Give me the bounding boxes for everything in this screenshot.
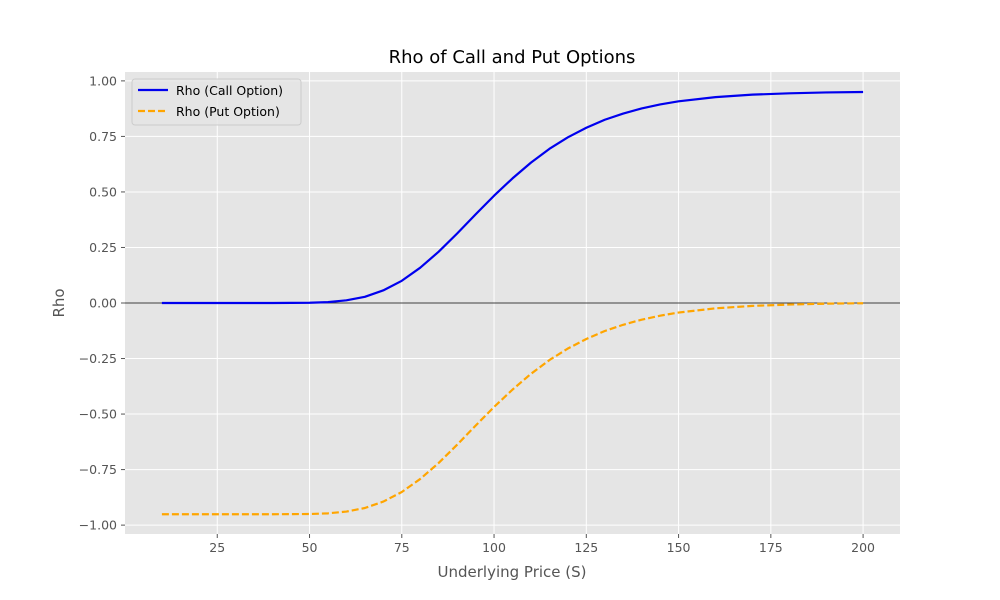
y-axis-ticks: −1.00 −0.75 −0.50 −0.25 0.00 0.25 0.50 0.75 1.00	[79, 73, 125, 533]
call-rho-line	[161, 90, 864, 305]
x-tick-label: 175	[759, 540, 783, 555]
x-axis-label: Underlying Price (S)	[438, 563, 587, 581]
y-tick-label: −0.50	[79, 407, 117, 422]
x-tick-label: 200	[851, 540, 875, 555]
x-tick-label: 75	[394, 540, 410, 555]
y-tick-label: 0.00	[89, 296, 117, 311]
chart-title: Rho of Call and Put Options	[389, 47, 636, 68]
grid-lines	[125, 72, 900, 534]
x-tick-label: 100	[482, 540, 506, 555]
x-axis-ticks: 25 50 75 100 125 150 175 200	[209, 534, 875, 555]
legend-box	[131, 78, 302, 126]
y-tick-label: 0.50	[89, 184, 117, 199]
legend-call-label: Rho (Call Option)	[176, 83, 283, 98]
put-rho-line	[161, 302, 864, 516]
y-tick-label: 1.00	[89, 73, 117, 88]
legend: Rho (Call Option) Rho (Put Option)	[131, 78, 302, 126]
y-tick-label: −0.75	[79, 462, 117, 477]
series-layer	[161, 90, 864, 516]
x-tick-label: 150	[667, 540, 691, 555]
x-tick-label: 25	[209, 540, 225, 555]
y-tick-label: 0.75	[89, 129, 117, 144]
y-tick-label: 0.25	[89, 240, 117, 255]
x-tick-label: 50	[302, 540, 318, 555]
y-tick-label: −0.25	[79, 351, 117, 366]
legend-put-label: Rho (Put Option)	[176, 104, 280, 119]
x-tick-label: 125	[574, 540, 598, 555]
y-tick-label: −1.00	[79, 518, 117, 533]
y-axis-label: Rho	[50, 288, 68, 317]
